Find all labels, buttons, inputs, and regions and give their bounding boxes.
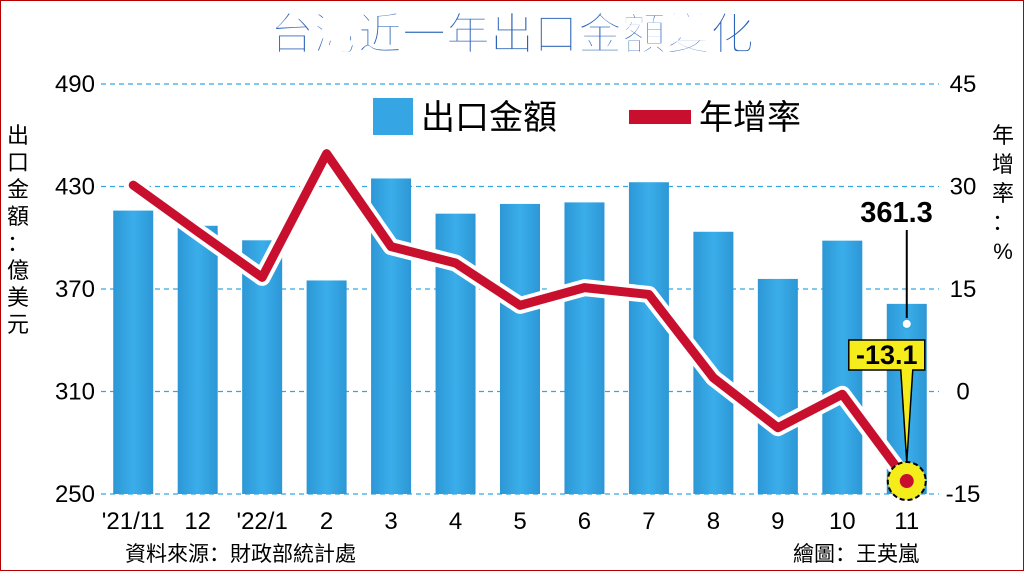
x-tick: 11 <box>894 508 919 535</box>
x-tick: 7 <box>642 508 655 535</box>
line-point <box>647 293 650 296</box>
y-tick-right: 0 <box>956 379 969 406</box>
y-axis-label-left: 出口金額：億美元 <box>7 123 29 337</box>
x-tick: 8 <box>707 508 720 535</box>
y-tick-right: 15 <box>950 276 977 303</box>
y-tick-right: 45 <box>950 71 977 98</box>
x-tick: '22/1 <box>237 508 288 535</box>
y-tick-right: -15 <box>946 481 981 508</box>
y-axis-label-right: 年增率：% <box>992 123 1014 264</box>
bar <box>628 182 669 494</box>
line-point <box>390 245 393 248</box>
x-tick: 4 <box>449 508 462 535</box>
chart-title: 台灣近一年出口金額變化 <box>270 10 754 59</box>
x-tick: 2 <box>320 508 333 535</box>
line-point <box>132 184 135 187</box>
bar-value-dot <box>900 317 913 330</box>
y-tick-left: 430 <box>55 174 95 201</box>
bar-series <box>113 178 927 495</box>
x-tick: 12 <box>184 508 211 535</box>
line-point <box>712 376 715 379</box>
line-point <box>261 276 264 279</box>
legend-swatch-bar <box>373 98 413 135</box>
line-point <box>583 286 586 289</box>
bar <box>564 202 605 494</box>
credit-note: 繪圖：王英嵐 <box>793 543 919 566</box>
line-point <box>841 393 844 396</box>
highlight-point <box>899 474 914 489</box>
line-point <box>196 230 199 233</box>
x-tick: 6 <box>578 508 591 535</box>
line-point <box>454 262 457 265</box>
legend-label-line: 年增率 <box>699 99 801 137</box>
bar <box>500 203 540 495</box>
line-point <box>325 152 328 155</box>
y-tick-left: 250 <box>55 481 95 508</box>
y-tick-left: 370 <box>55 276 95 303</box>
y-tick-left: 310 <box>55 379 95 406</box>
line-series <box>124 145 916 490</box>
legend-label-bar: 出口金額 <box>421 99 557 137</box>
legend-swatch-line <box>629 110 691 124</box>
bar <box>177 225 218 494</box>
x-tick: 3 <box>384 508 397 535</box>
legend: 出口金額 年增率 <box>373 98 801 137</box>
annotations: 361.3 -13.1 <box>848 197 933 502</box>
bar <box>113 210 154 494</box>
bar-value-label: 361.3 <box>860 197 933 229</box>
y-tick-left: 490 <box>55 71 95 98</box>
callout-label: -13.1 <box>856 340 918 370</box>
line-point <box>776 426 779 429</box>
source-note: 資料來源：財政部統計處 <box>125 543 356 566</box>
bar <box>757 278 798 494</box>
x-tick: 5 <box>513 508 526 535</box>
bar <box>306 280 347 494</box>
x-tick: 9 <box>771 508 784 535</box>
callout-box <box>848 339 926 463</box>
y-tick-right: 30 <box>950 174 977 201</box>
line-point <box>519 304 521 307</box>
x-tick: 10 <box>829 508 856 535</box>
x-tick: '21/11 <box>102 508 165 535</box>
